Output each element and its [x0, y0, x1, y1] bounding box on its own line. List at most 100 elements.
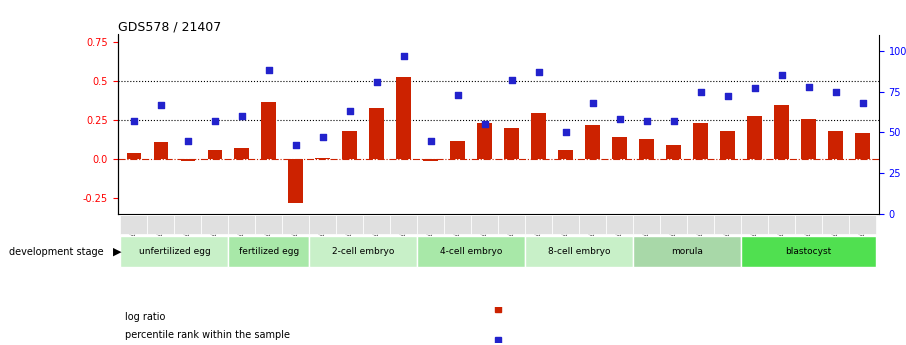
- Text: percentile rank within the sample: percentile rank within the sample: [125, 330, 291, 339]
- Point: [262, 68, 276, 73]
- Bar: [640, 139, 654, 159]
- FancyBboxPatch shape: [741, 236, 876, 267]
- Point: [315, 135, 330, 140]
- Text: development stage: development stage: [9, 247, 103, 257]
- FancyBboxPatch shape: [309, 215, 336, 234]
- Text: GDS578 / 21407: GDS578 / 21407: [118, 20, 221, 33]
- FancyBboxPatch shape: [498, 215, 525, 234]
- FancyBboxPatch shape: [418, 236, 525, 267]
- Bar: [153, 142, 169, 159]
- Text: fertilized egg: fertilized egg: [239, 247, 299, 256]
- Text: 4-cell embryo: 4-cell embryo: [440, 247, 503, 256]
- Text: ▶: ▶: [113, 247, 121, 257]
- FancyBboxPatch shape: [418, 215, 444, 234]
- FancyBboxPatch shape: [525, 215, 553, 234]
- FancyBboxPatch shape: [228, 236, 309, 267]
- Bar: [397, 77, 411, 159]
- FancyBboxPatch shape: [120, 215, 148, 234]
- Text: unfertilized egg: unfertilized egg: [139, 247, 210, 256]
- Point: [289, 142, 304, 148]
- FancyBboxPatch shape: [795, 215, 822, 234]
- Point: [693, 89, 708, 94]
- Bar: [855, 133, 870, 159]
- FancyBboxPatch shape: [822, 215, 849, 234]
- Text: 2-cell embryo: 2-cell embryo: [333, 247, 394, 256]
- Bar: [423, 159, 439, 161]
- Bar: [505, 128, 519, 159]
- FancyBboxPatch shape: [660, 215, 688, 234]
- Bar: [288, 159, 304, 203]
- FancyBboxPatch shape: [283, 215, 309, 234]
- Point: [207, 118, 222, 124]
- FancyBboxPatch shape: [148, 215, 175, 234]
- FancyBboxPatch shape: [606, 215, 633, 234]
- FancyBboxPatch shape: [741, 215, 768, 234]
- Bar: [666, 145, 681, 159]
- Point: [180, 138, 195, 143]
- Point: [397, 53, 411, 58]
- Point: [477, 121, 492, 127]
- Bar: [558, 150, 573, 159]
- FancyBboxPatch shape: [255, 215, 283, 234]
- Point: [505, 77, 519, 83]
- FancyBboxPatch shape: [633, 236, 741, 267]
- Point: [585, 100, 600, 106]
- Text: morula: morula: [671, 247, 703, 256]
- Bar: [262, 101, 276, 159]
- Point: [640, 118, 654, 124]
- FancyBboxPatch shape: [175, 215, 201, 234]
- Bar: [747, 116, 762, 159]
- Bar: [477, 124, 492, 159]
- Point: [450, 92, 465, 98]
- Bar: [370, 108, 384, 159]
- FancyBboxPatch shape: [363, 215, 390, 234]
- FancyBboxPatch shape: [228, 215, 255, 234]
- Text: blastocyst: blastocyst: [786, 247, 832, 256]
- Bar: [235, 148, 249, 159]
- Point: [855, 100, 870, 106]
- Bar: [450, 140, 466, 159]
- Point: [424, 138, 439, 143]
- Point: [532, 69, 546, 75]
- Bar: [801, 119, 816, 159]
- FancyBboxPatch shape: [201, 215, 228, 234]
- FancyBboxPatch shape: [471, 215, 498, 234]
- Point: [747, 86, 762, 91]
- FancyBboxPatch shape: [768, 215, 795, 234]
- Bar: [612, 137, 627, 159]
- Bar: [531, 112, 546, 159]
- Point: [828, 89, 843, 94]
- FancyBboxPatch shape: [120, 236, 228, 267]
- FancyBboxPatch shape: [849, 215, 876, 234]
- Point: [154, 102, 169, 107]
- Point: [720, 94, 735, 99]
- Bar: [693, 124, 708, 159]
- Bar: [207, 150, 222, 159]
- Point: [775, 72, 789, 78]
- Point: [235, 113, 249, 119]
- FancyBboxPatch shape: [336, 215, 363, 234]
- Bar: [585, 125, 600, 159]
- FancyBboxPatch shape: [444, 215, 471, 234]
- FancyBboxPatch shape: [688, 215, 714, 234]
- FancyBboxPatch shape: [633, 215, 660, 234]
- FancyBboxPatch shape: [390, 215, 418, 234]
- Text: 8-cell embryo: 8-cell embryo: [548, 247, 611, 256]
- Bar: [828, 131, 843, 159]
- Point: [370, 79, 384, 85]
- Point: [127, 118, 141, 124]
- Point: [802, 84, 816, 89]
- Bar: [775, 105, 789, 159]
- FancyBboxPatch shape: [525, 236, 633, 267]
- Text: log ratio: log ratio: [125, 313, 166, 322]
- Point: [342, 108, 357, 114]
- FancyBboxPatch shape: [714, 215, 741, 234]
- Point: [612, 117, 627, 122]
- Point: [667, 118, 681, 124]
- Point: [558, 130, 573, 135]
- FancyBboxPatch shape: [309, 236, 418, 267]
- Bar: [180, 159, 196, 161]
- Bar: [342, 131, 357, 159]
- Bar: [315, 158, 331, 159]
- FancyBboxPatch shape: [579, 215, 606, 234]
